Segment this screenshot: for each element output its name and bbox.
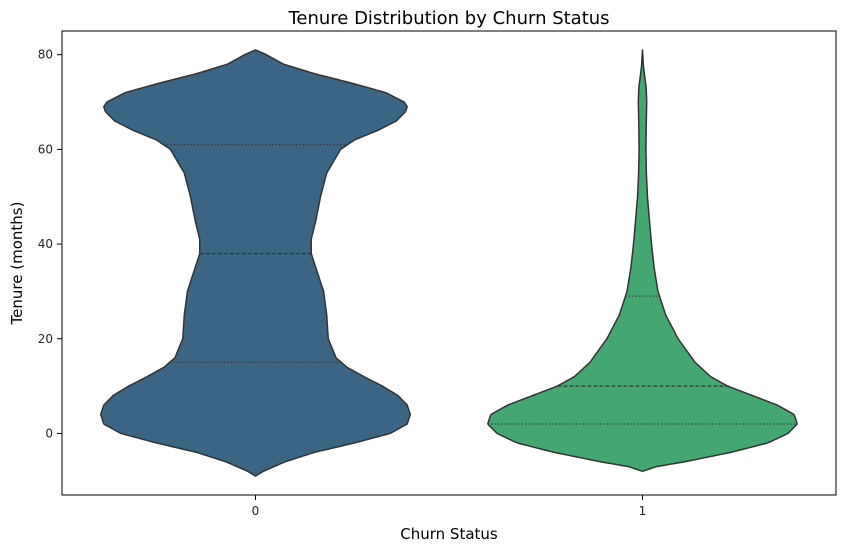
y-tick-label-40: 40 (38, 237, 53, 251)
x-axis-label: Churn Status (400, 525, 498, 543)
y-tick-label-0: 0 (45, 426, 53, 440)
plot-area (99, 49, 798, 477)
x-tick-label-1: 1 (639, 504, 647, 518)
x-tick-label-0: 0 (252, 504, 260, 518)
y-axis-label: Tenure (months) (8, 202, 26, 326)
violin-group-0 (99, 49, 412, 477)
y-tick-label-20: 20 (38, 332, 53, 346)
violin-group-1 (487, 49, 798, 473)
violin-body-1 (487, 49, 798, 473)
plot-frame (61, 30, 837, 496)
y-axis: 0 20 40 60 80 (38, 48, 62, 440)
chart-title: Tenure Distribution by Churn Status (287, 8, 609, 29)
violin-body-0 (99, 49, 412, 477)
y-tick-label-80: 80 (38, 48, 53, 62)
y-tick-label-60: 60 (38, 142, 53, 156)
